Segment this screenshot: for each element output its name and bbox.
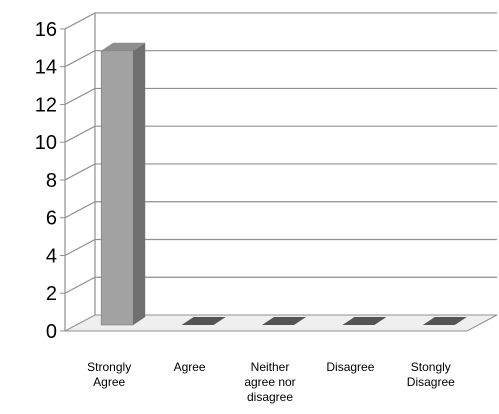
y-tick-label: 4 <box>46 245 57 267</box>
x-tick-label: Strongly Agree <box>87 360 131 389</box>
gridline <box>64 12 497 30</box>
y-tick-label: 2 <box>46 283 57 305</box>
y-tick-label: 8 <box>46 170 57 192</box>
bar-zero <box>422 317 467 325</box>
gridline <box>64 125 497 143</box>
y-tick-label: 0 <box>46 321 57 343</box>
y-tick-label: 12 <box>35 94 57 116</box>
y-tick-label: 14 <box>35 57 57 79</box>
bar-side <box>133 42 146 326</box>
bar-zero <box>181 317 226 325</box>
bar-zero <box>342 317 387 325</box>
bar-top <box>101 42 146 51</box>
bar <box>100 42 146 326</box>
bar <box>262 317 306 325</box>
bar <box>422 317 467 325</box>
y-tick-label: 10 <box>35 132 57 154</box>
gridline <box>64 238 497 257</box>
y-tick-label: 16 <box>35 19 57 41</box>
bar-front <box>100 50 134 326</box>
x-tick-label: Neither agree nor disagree <box>244 360 295 404</box>
x-tick-label: Disagree <box>326 360 374 374</box>
gridline <box>64 276 497 294</box>
bar <box>181 317 226 325</box>
gridline <box>64 87 497 105</box>
y-axis-ticks: 0 2 4 6 8 10 12 14 16 <box>35 19 65 343</box>
gridline <box>64 201 497 219</box>
y-tick-label: 6 <box>46 208 57 230</box>
gridline <box>64 50 497 68</box>
gridlines <box>64 12 497 294</box>
x-tick-label: Stongly Disagree <box>407 360 455 389</box>
x-tick-label: Agree <box>174 360 206 374</box>
bar-zero <box>262 317 306 325</box>
x-axis-ticks: Strongly Agree Agree Neither agree nor disagr… <box>87 360 455 404</box>
gridline <box>64 163 497 181</box>
bar <box>342 317 387 325</box>
bars <box>100 42 467 326</box>
